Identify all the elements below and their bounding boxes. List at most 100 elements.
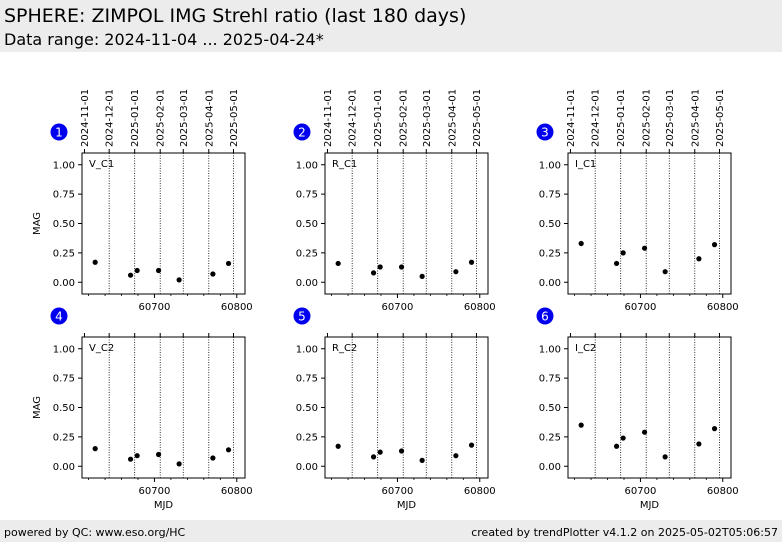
data-point [155,451,162,458]
panel-badge [50,307,68,325]
y-tick-label: 0.25 [296,432,318,443]
y-tick-label: 0.25 [53,248,75,259]
panel-badge-number: 4 [55,310,63,324]
y-tick-label: 1.00 [296,344,318,355]
data-point [453,453,459,459]
panel-label: R_C1 [332,159,357,170]
x-tick-label: 60700 [382,486,414,497]
panel-badge [293,307,311,325]
date-tick-label: 2024-12-01 [348,89,359,147]
data-point [176,461,182,467]
y-tick-label: 0.50 [53,219,75,230]
data-point [225,447,232,453]
data-point [370,270,377,276]
panel-label: V_C1 [89,159,114,170]
y-tick-label: 1.00 [53,344,75,355]
footer-bar: powered by QC: www.eso.org/HC created by… [0,520,782,542]
y-tick-label: 0.75 [296,190,318,201]
date-tick-label: 2024-11-01 [80,89,91,147]
footer-credit: powered by QC: www.eso.org/HC [4,526,186,539]
panel-label: I_C2 [575,343,596,354]
panel-i_c1: 0.00 0.25 0.50 0.75 1.00 60700 60800 2024-11-01… [536,89,739,313]
panel-label: V_C2 [89,343,114,354]
data-point [134,267,140,274]
date-tick-label: 2025-04-01 [690,89,701,147]
data-point [419,273,425,279]
panel-badge-number: 6 [541,310,549,324]
data-point [210,271,216,277]
y-tick-label: 0.25 [539,432,561,443]
y-tick-label: 0.25 [539,248,561,259]
data-point [613,260,620,267]
plot-frame [81,336,246,479]
date-tick-label: 2025-05-01 [715,89,726,147]
panel-label: R_C2 [332,343,357,354]
data-point [453,269,459,275]
y-tick-label: 0.50 [539,403,561,414]
y-tick-label: 1.00 [53,160,75,171]
data-point [711,242,718,248]
data-point [578,422,584,428]
data-point [335,260,341,267]
data-point [127,456,134,462]
y-tick-label: 1.00 [296,160,318,171]
panel-label: I_C1 [575,159,596,170]
panel-v_c2: 0.00 0.25 0.50 0.75 1.00 60700 60800 V_C2 4 MAG MJ… [32,307,253,511]
date-tick-label: 2025-02-01 [156,89,167,147]
header-bar: SPHERE: ZIMPOL IMG Strehl ratio (last 18… [0,0,782,52]
data-point [711,426,718,432]
plot-frame [81,152,246,295]
y-tick-label: 0.50 [539,219,561,230]
y-tick-label: 0.75 [539,374,561,385]
panel-badge [536,307,554,325]
panel-badge [293,123,311,141]
panel-badge [50,123,68,141]
data-point [468,442,475,448]
data-point [92,446,98,452]
x-tick-label: 60700 [382,302,414,313]
data-point [641,245,648,251]
data-point [641,429,648,435]
y-tick-label: 0.75 [539,190,561,201]
data-point [578,240,584,247]
panel-badge-number: 2 [298,126,306,140]
x-tick-label: 60700 [139,486,171,497]
x-axis-label: MJD [154,500,174,511]
date-tick-label: 2025-03-01 [665,89,676,147]
y-tick-label: 0.50 [296,403,318,414]
data-point [92,259,98,265]
plot-frame [324,336,489,479]
y-tick-label: 0.75 [53,190,75,201]
panel-badge-number: 3 [541,126,549,140]
y-tick-label: 0.00 [53,462,75,473]
x-tick-label: 60800 [707,486,739,497]
data-point [134,453,140,459]
y-tick-label: 0.00 [296,462,318,473]
data-point [398,264,405,270]
panel-badge [536,123,554,141]
y-tick-label: 0.25 [296,248,318,259]
date-tick-label: 2024-11-01 [566,89,577,147]
panel-badge-number: 5 [298,310,306,324]
y-tick-label: 0.75 [296,374,318,385]
date-tick-label: 2025-01-01 [130,89,141,147]
y-tick-label: 0.50 [296,219,318,230]
data-point [620,250,626,256]
y-axis-label: MAG [32,396,43,419]
data-point [696,256,702,262]
data-point [377,264,383,270]
panel-r_c2: 0.00 0.25 0.50 0.75 1.00 60700 60800 R_C2 5 MJD [293,307,496,511]
panel-r_c1: 0.00 0.25 0.50 0.75 1.00 60700 60800 2024-11-01… [293,89,496,313]
x-tick-label: 60800 [464,486,496,497]
date-tick-label: 2025-03-01 [422,89,433,147]
y-tick-label: 0.00 [539,462,561,473]
data-point [398,448,405,454]
plot-frame [567,336,732,479]
page-title: SPHERE: ZIMPOL IMG Strehl ratio (last 18… [4,5,467,27]
panel-i_c2: 0.00 0.25 0.50 0.75 1.00 60700 60800 I_C2 6 MJD [536,307,739,511]
data-point [176,277,182,283]
x-tick-label: 60700 [139,302,171,313]
data-point [662,454,668,460]
data-point [662,269,668,275]
x-tick-label: 60700 [625,302,657,313]
